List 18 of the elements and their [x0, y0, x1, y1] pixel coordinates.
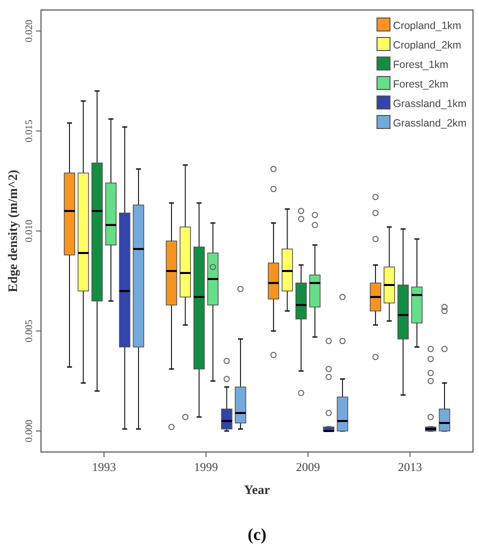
- y-tick-label: 0.000: [24, 420, 35, 442]
- y-tick-label: 0.005: [24, 320, 35, 342]
- y-tick-label: 0.010: [24, 220, 35, 242]
- x-tick-label: 2009: [296, 460, 320, 474]
- y-tick-label: 0.020: [24, 20, 35, 42]
- x-tick-label: 1999: [194, 460, 218, 474]
- legend-label: Grassland_2km: [393, 118, 467, 130]
- legend-label: Forest_1km: [393, 59, 449, 71]
- y-tick-label: 0.015: [24, 120, 35, 142]
- x-tick-label: 1993: [92, 460, 116, 474]
- legend-label: Cropland_1km: [393, 20, 462, 32]
- x-tick-label: 2013: [398, 460, 422, 474]
- legend-label: Cropland_2km: [393, 40, 462, 52]
- text: (c): [248, 525, 266, 544]
- legend-label: Forest_2km: [393, 78, 449, 90]
- legend-label: Grassland_1km: [393, 98, 467, 110]
- y-axis-title: Edge density (m/m^2): [5, 170, 20, 292]
- x-axis-title: Year: [244, 482, 270, 497]
